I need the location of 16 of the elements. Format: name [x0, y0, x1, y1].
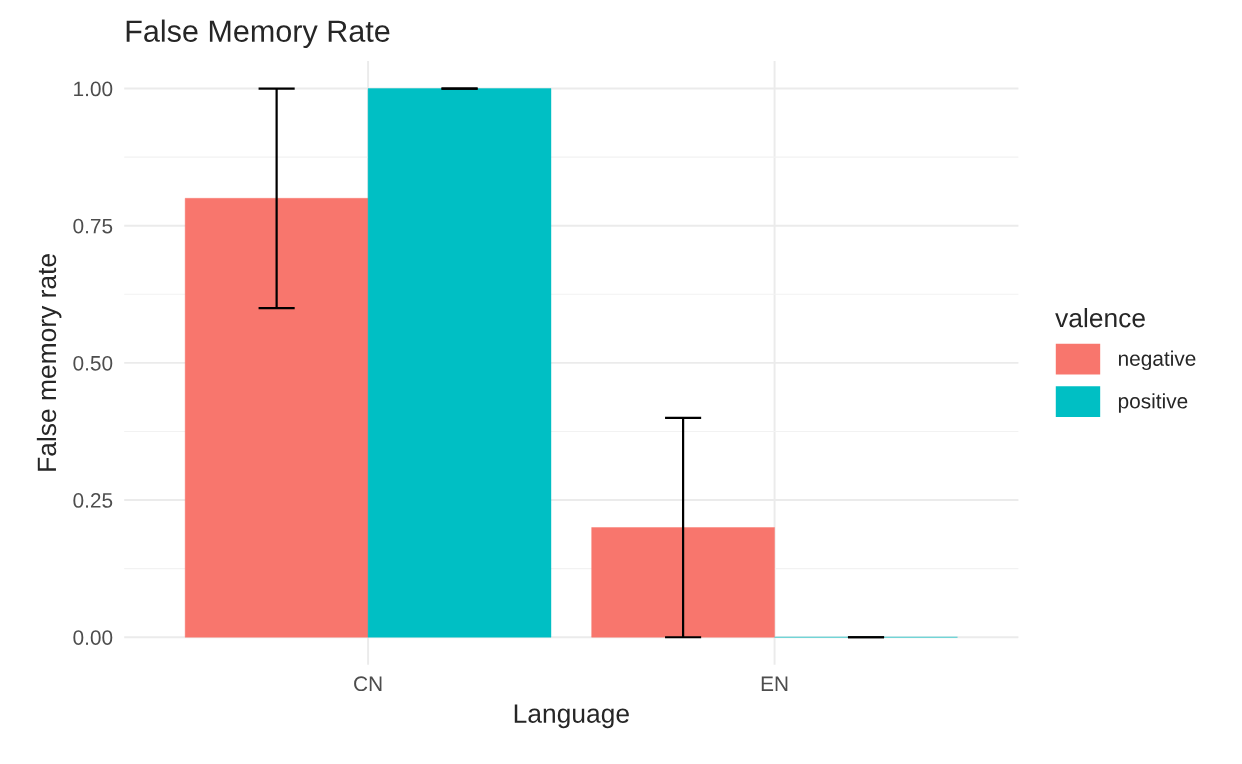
- bar: [184, 198, 369, 638]
- y-tick-label: 0.25: [73, 493, 113, 508]
- x-tick-label: EN: [761, 676, 788, 691]
- x-axis-title: Language: [514, 704, 629, 729]
- legend-label: positive: [1118, 393, 1188, 413]
- legend-label: negative: [1118, 350, 1196, 371]
- y-tick-label: 0.75: [73, 218, 113, 234]
- bar: [367, 88, 552, 638]
- legend-title: valence: [1055, 308, 1145, 328]
- chart-title: False Memory Rate: [126, 19, 390, 49]
- y-tick-label: 0.50: [73, 355, 113, 371]
- y-tick-label: 1.00: [74, 81, 113, 97]
- y-axis-title: False memory rate: [36, 254, 62, 471]
- x-tick-label: CN: [354, 676, 382, 692]
- bar: [591, 527, 775, 638]
- y-tick-label: 0.00: [73, 630, 113, 645]
